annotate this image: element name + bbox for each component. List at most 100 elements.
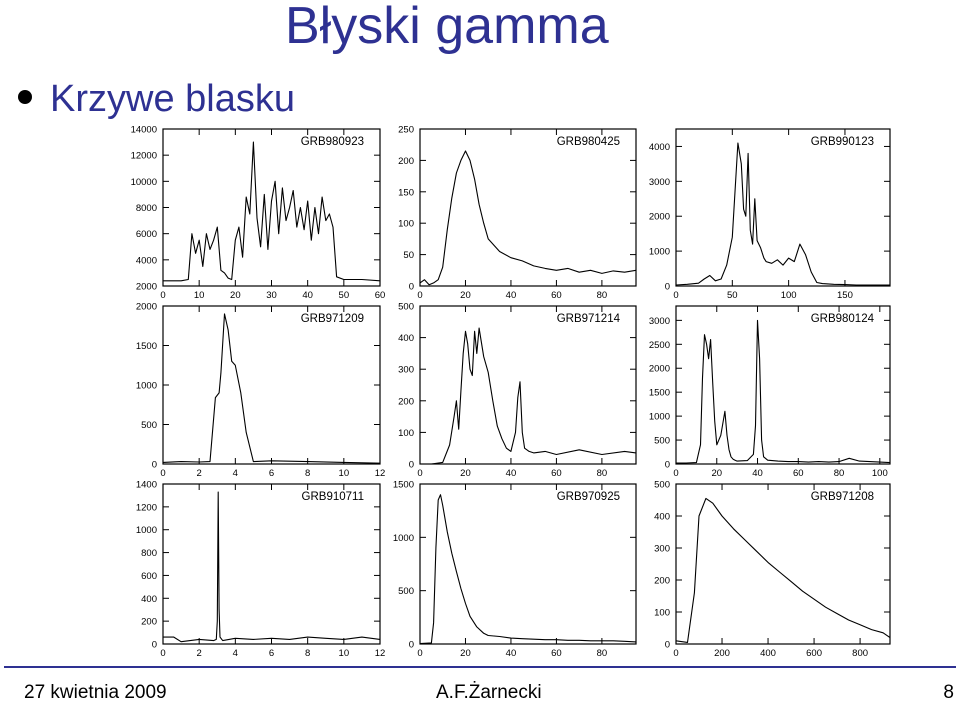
panel-3-frame xyxy=(162,305,381,465)
bullet-icon xyxy=(18,89,32,104)
panel-8-xtick-label: 400 xyxy=(760,648,776,659)
panel-7-light-curve xyxy=(419,494,637,645)
panel-3-title: GRB971209 xyxy=(301,313,364,325)
panel-3-xtick-label: 0 xyxy=(160,468,165,479)
panel-1-xtick-label: 20 xyxy=(460,290,471,301)
panel-5-xtick-label: 80 xyxy=(834,468,845,479)
panel-7-xtick-label: 80 xyxy=(597,648,608,659)
panel-2-xtick-label: 0 xyxy=(673,290,678,301)
panel-1-ytick-label: 0 xyxy=(409,282,414,293)
panel-0-xtick-label: 40 xyxy=(302,290,313,301)
panel-4-ytick-label: 400 xyxy=(398,333,414,344)
panel-1-frame xyxy=(419,128,637,287)
panel-3-xtick-label: 4 xyxy=(233,468,238,479)
panel-3-xtick-label: 8 xyxy=(305,468,310,479)
panel-1-ytick-label: 150 xyxy=(398,187,414,198)
panel-0-ytick-label: 4000 xyxy=(136,255,157,266)
panel-8-ytick-label: 0 xyxy=(665,640,670,651)
panel-5-ytick-label: 1000 xyxy=(649,412,670,423)
footer-rule xyxy=(4,666,956,668)
panel-3-ytick-label: 0 xyxy=(152,460,157,471)
panel-6-xtick-label: 12 xyxy=(375,648,386,659)
panel-0-ytick-label: 14000 xyxy=(131,125,157,136)
panel-0-ytick-label: 6000 xyxy=(136,229,157,240)
panel-3-ytick-label: 1500 xyxy=(136,341,157,352)
panel-6-ytick-label: 400 xyxy=(141,594,157,605)
panel-6-ytick-label: 1400 xyxy=(136,480,157,491)
panel-2-ytick-label: 1000 xyxy=(649,247,670,258)
panel-3-xtick-label: 12 xyxy=(375,468,386,479)
panel-2-ytick-label: 4000 xyxy=(649,142,670,153)
panel-6-xtick-label: 4 xyxy=(233,648,238,659)
panel-8-ytick-label: 200 xyxy=(654,576,670,587)
panel-7-ytick-label: 1000 xyxy=(393,533,414,544)
panel-0-xtick-label: 10 xyxy=(194,290,205,301)
panel-7-xtick-label: 20 xyxy=(460,648,471,659)
panel-7-xtick-label: 0 xyxy=(417,648,422,659)
panel-5-frame xyxy=(675,305,891,465)
panel-5-ytick-label: 500 xyxy=(654,436,670,447)
panel-4-xtick-label: 80 xyxy=(597,468,608,479)
panel-4-light-curve xyxy=(420,327,637,465)
panel-1-xtick-label: 60 xyxy=(551,290,562,301)
panel-8-xtick-label: 600 xyxy=(806,648,822,659)
panel-6-frame xyxy=(162,483,381,645)
panel-4-frame xyxy=(419,305,637,465)
panel-1-ytick-label: 100 xyxy=(398,219,414,230)
panel-8-title: GRB971208 xyxy=(811,491,874,503)
panel-8-light-curve xyxy=(675,497,891,643)
panel-7-ytick-label: 0 xyxy=(409,640,414,651)
panel-6-ytick-label: 200 xyxy=(141,617,157,628)
panel-5-xtick-label: 100 xyxy=(872,468,888,479)
panel-4-xtick-label: 40 xyxy=(506,468,517,479)
panel-8-xtick-label: 200 xyxy=(714,648,730,659)
panel-3-xtick-label: 6 xyxy=(269,468,274,479)
panel-4-ytick-label: 200 xyxy=(398,396,414,407)
panel-1-xtick-label: 40 xyxy=(506,290,517,301)
panel-4-ytick-label: 0 xyxy=(409,460,414,471)
panel-2-xtick-label: 150 xyxy=(837,290,853,301)
panel-2-light-curve xyxy=(675,142,890,286)
panel-6-xtick-label: 2 xyxy=(197,648,202,659)
panel-5-title: GRB980124 xyxy=(811,313,875,325)
panel-0-ytick-label: 2000 xyxy=(136,282,157,293)
panel-5-ytick-label: 2000 xyxy=(649,364,670,375)
panel-7-ytick-label: 1500 xyxy=(393,480,414,491)
panel-6-xtick-label: 8 xyxy=(305,648,310,659)
panel-6-ytick-label: 800 xyxy=(141,548,157,559)
panel-6-ytick-label: 1000 xyxy=(136,525,157,536)
panel-5-xtick-label: 0 xyxy=(673,468,678,479)
panel-6-xtick-label: 10 xyxy=(339,648,350,659)
panel-6-title: GRB910711 xyxy=(302,491,364,503)
panel-0-xtick-label: 30 xyxy=(266,290,277,301)
panel-1-ytick-label: 250 xyxy=(398,125,414,136)
panel-3-light-curve xyxy=(162,313,381,464)
panel-7-ytick-label: 500 xyxy=(398,586,414,597)
panel-5-ytick-label: 2500 xyxy=(649,340,670,351)
panel-4-ytick-label: 100 xyxy=(398,428,414,439)
panel-4-ytick-label: 500 xyxy=(398,302,414,313)
panel-5-light-curve xyxy=(676,319,891,464)
panel-5-ytick-label: 1500 xyxy=(649,388,670,399)
panel-2-ytick-label: 0 xyxy=(665,282,670,293)
panel-7-xtick-label: 40 xyxy=(506,648,517,659)
panel-7-frame xyxy=(419,483,637,645)
panel-1-light-curve xyxy=(419,150,637,286)
panel-6-light-curve xyxy=(163,491,381,643)
panel-5-ytick-label: 0 xyxy=(665,460,670,471)
panel-2-xtick-label: 50 xyxy=(727,290,738,301)
panel-6-xtick-label: 6 xyxy=(269,648,274,659)
panel-8-ytick-label: 500 xyxy=(654,480,670,491)
panel-8-xtick-label: 0 xyxy=(673,648,678,659)
bullet-text: Krzywe blasku xyxy=(50,78,295,120)
panel-4-xtick-label: 60 xyxy=(551,468,562,479)
panel-5-xtick-label: 60 xyxy=(793,468,804,479)
footer-author: A.F.Żarnecki xyxy=(436,682,542,703)
panel-8-ytick-label: 100 xyxy=(654,608,670,619)
panel-3-xtick-label: 2 xyxy=(197,468,202,479)
panel-1-ytick-label: 50 xyxy=(403,250,414,261)
panel-0-title: GRB980923 xyxy=(301,136,364,148)
panel-6-ytick-label: 0 xyxy=(152,640,157,651)
panel-8-ytick-label: 400 xyxy=(654,512,670,523)
